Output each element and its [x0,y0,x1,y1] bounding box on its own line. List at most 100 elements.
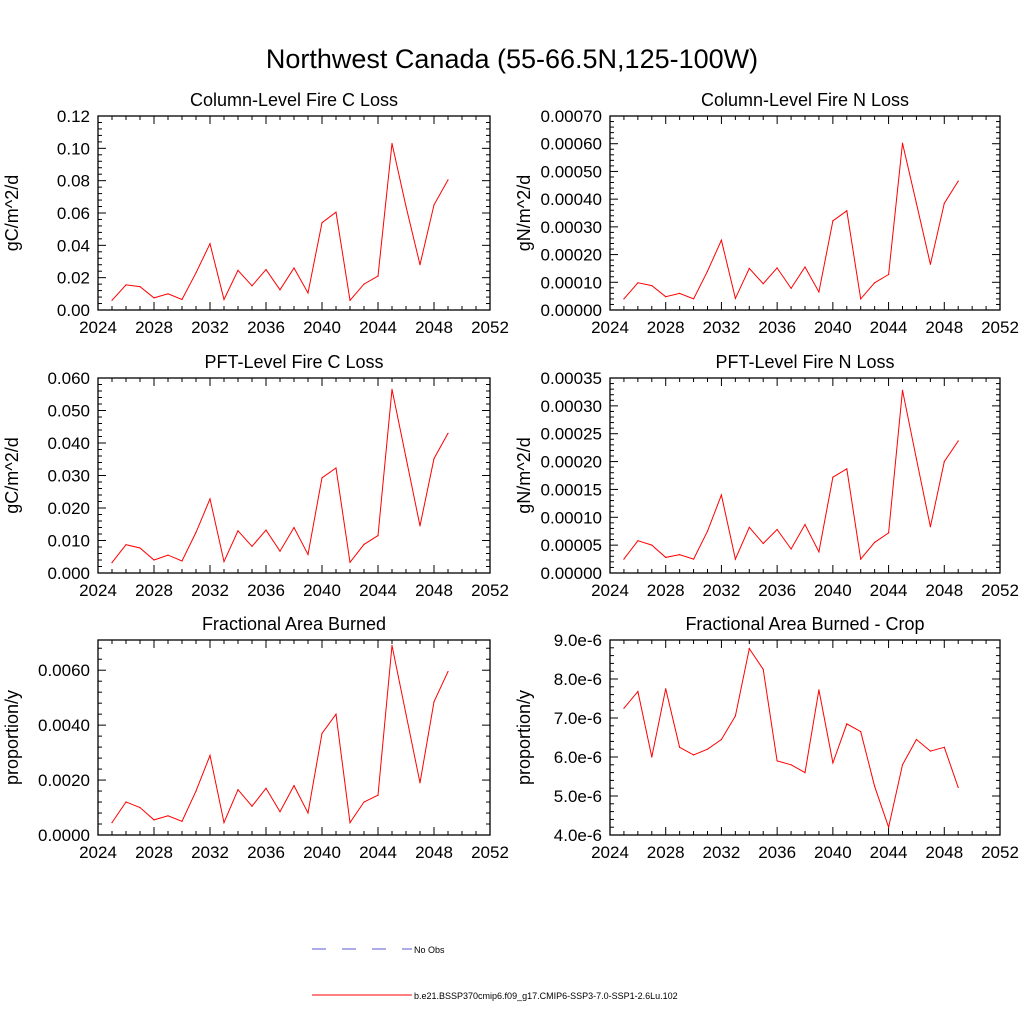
legend-obs-label: No Obs [414,945,445,955]
y-tick-label: 0.00000 [541,564,602,583]
data-point [762,542,764,545]
y-axis-label: gC/m^2/d [2,437,22,513]
y-tick-label: 0.00010 [541,273,602,292]
x-tick-label: 2036 [758,581,796,600]
legend-model-label: b.e21.BSSP370cmip6.f09_g17.CMIP6-SSP3-7.… [414,991,678,1001]
y-tick-label: 0.12 [57,107,90,126]
x-tick-label: 2044 [870,843,908,862]
data-point [943,746,945,748]
data-point [111,822,113,824]
data-point [321,222,323,224]
data-point [804,266,806,268]
y-axis-label: gC/m^2/d [2,175,22,251]
data-point [748,526,750,528]
x-tick-label: 2044 [870,581,908,600]
plot-frame [97,377,491,574]
data-point [321,477,323,479]
panel-title: Fractional Area Burned - Crop [685,614,924,634]
data-point [223,822,225,824]
chart-panel-5: Fractional Area Burned proportion/y 2024 20… [2,614,509,862]
data-point [860,558,862,560]
series-line [623,390,959,561]
data-point [776,267,778,269]
data-point [405,205,407,208]
y-tick-label: 0.00035 [541,369,602,388]
y-tick-label: 8.0e-6 [554,670,602,689]
data-point [335,211,337,213]
data-point [433,701,435,703]
data-point [637,282,639,284]
x-tick-label: 2040 [303,843,341,862]
y-tick-label: 0.00010 [541,508,602,527]
data-point [377,794,379,796]
data-point [391,388,393,390]
data-point [195,531,197,534]
y-tick-label: 9.0e-6 [554,631,602,650]
data-point [419,525,421,527]
data-point [901,389,904,391]
data-point [665,556,667,559]
x-tick-label: 2032 [191,581,229,600]
y-tick-label: 0.00020 [541,246,602,265]
data-point [391,142,393,145]
data-point [251,285,253,287]
data-point [665,296,667,298]
y-tick-label: 0.0020 [38,771,90,790]
data-point [706,270,709,272]
plot-frame [609,115,1001,311]
data-point [623,558,625,560]
data-point [679,292,681,294]
data-point [957,786,959,789]
data-point [279,550,281,552]
plot-frame [97,639,491,836]
x-tick-label: 2048 [415,581,453,600]
data-point [167,293,169,295]
x-tick-label: 2032 [703,318,741,337]
data-point [251,805,253,807]
panel-title: Column-Level Fire C Loss [190,90,398,110]
data-point [790,548,792,550]
data-point [293,526,295,529]
data-point [181,298,183,301]
data-point [349,822,351,824]
data-point [929,750,932,752]
x-tick-label: 2028 [647,318,685,337]
x-tick-label: 2032 [703,843,741,862]
data-point [307,812,309,814]
data-point [776,760,778,762]
y-tick-label: 5.0e-6 [554,787,602,806]
data-point [209,754,211,757]
data-point [734,715,737,717]
data-point [153,819,155,821]
data-point [447,432,449,434]
y-tick-label: 0.020 [47,499,90,518]
x-tick-label: 2036 [247,843,285,862]
data-point [776,528,778,531]
y-tick-label: 0.00 [57,301,90,320]
data-point [846,468,848,470]
data-point [762,668,764,670]
data-point [762,283,764,285]
data-point [419,264,421,266]
data-point [651,285,653,287]
data-point [651,544,653,546]
data-point [265,529,267,531]
y-axis-label: gN/m^2/d [514,175,534,251]
data-point [818,689,820,691]
data-point [790,764,792,766]
data-point [734,297,737,299]
y-tick-label: 0.00060 [541,135,602,154]
chart-panel-1: Column-Level Fire C Loss gC/m^2/d 2024 2028… [2,90,509,337]
x-tick-label: 2048 [415,318,453,337]
x-tick-label: 2024 [79,843,117,862]
y-tick-label: 0.00000 [541,301,602,320]
data-point [363,543,365,546]
data-point [111,299,113,301]
data-point [679,746,681,748]
y-tick-label: 0.0040 [38,716,90,735]
data-point [720,738,723,741]
y-axis-label: proportion/y [514,690,534,785]
x-tick-label: 2052 [981,581,1019,600]
data-point [139,286,141,288]
y-tick-label: 0.08 [57,172,90,191]
